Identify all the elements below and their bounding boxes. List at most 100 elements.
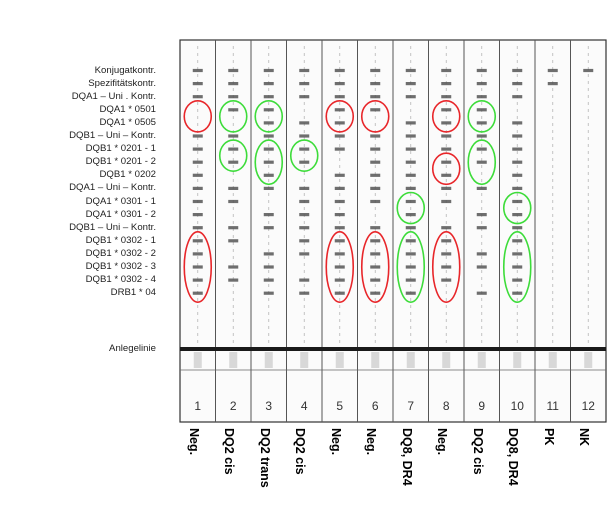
reaction-band (512, 199, 523, 204)
reaction-band (405, 68, 416, 73)
reaction-band (583, 68, 594, 73)
reaction-band (512, 134, 523, 138)
band-label: DQB1 * 0302 - 2 (85, 247, 156, 259)
lane-result-text: DQ8, DR4 (399, 428, 414, 486)
reaction-band (476, 213, 487, 217)
reaction-band (263, 278, 274, 282)
reaction-band (299, 68, 310, 73)
reaction-band (512, 173, 523, 177)
reaction-band (299, 82, 310, 86)
reaction-band (334, 199, 345, 204)
reaction-band (441, 134, 452, 138)
reaction-band (263, 291, 274, 295)
reaction-band (192, 239, 203, 243)
sample-pad (371, 352, 380, 368)
reaction-band (192, 199, 203, 204)
reaction-band (441, 226, 452, 230)
reaction-band (405, 160, 416, 164)
reaction-band (299, 147, 310, 151)
reaction-band (228, 134, 239, 138)
lane-number: 9 (478, 399, 485, 413)
reaction-band (512, 95, 523, 99)
reaction-band (476, 226, 487, 230)
positive-marker-ellipse (218, 99, 248, 133)
reaction-band (476, 68, 487, 73)
band-label: DQB1 * 0201 - 1 (85, 143, 156, 155)
reaction-band (512, 291, 523, 295)
reaction-band (370, 265, 381, 269)
sample-pad (264, 352, 273, 368)
reaction-band (192, 252, 203, 256)
band-label: DQA1 – Uni . Kontr. (71, 90, 156, 102)
reaction-band (370, 108, 381, 112)
reaction-band (512, 226, 523, 230)
reaction-band (405, 186, 416, 190)
reaction-band (441, 265, 452, 269)
reaction-band (441, 278, 452, 282)
lane-number: 7 (407, 399, 414, 413)
positive-marker-ellipse (396, 231, 426, 304)
band-label: DQB1 – Uni – Kontr. (69, 221, 156, 233)
reaction-band (263, 265, 274, 269)
sample-pad (584, 352, 593, 368)
lane-number: 10 (511, 399, 525, 413)
lane-result-text: Neg. (435, 428, 450, 456)
positive-marker-ellipse (502, 231, 532, 304)
reaction-band (299, 186, 310, 190)
lane-result-title: Neg. (364, 428, 400, 512)
reaction-band (334, 147, 345, 151)
reaction-band (405, 121, 416, 125)
reaction-band (228, 265, 239, 269)
positive-marker-ellipse (254, 139, 284, 186)
reaction-band (192, 160, 203, 164)
lane-result-text: DQ8, DR4 (506, 428, 521, 486)
lane-result-title: DQ2 cis (471, 428, 507, 512)
reaction-band (405, 291, 416, 295)
reaction-band (441, 108, 452, 112)
lane-result-title: DQ2 cis (293, 428, 329, 512)
reaction-band (228, 199, 239, 204)
lane-number: 4 (301, 399, 308, 413)
lane-result-text: DQ2 cis (470, 428, 485, 475)
negative-marker-ellipse (360, 99, 390, 133)
positive-marker-ellipse (467, 139, 497, 186)
reaction-band (405, 199, 416, 204)
baseline-label: Anlegelinie (109, 343, 156, 354)
reaction-band (441, 68, 452, 73)
reaction-band (441, 82, 452, 86)
reaction-band (299, 95, 310, 99)
lane-result-title: DQ2 cis (222, 428, 258, 512)
reaction-band (228, 239, 239, 243)
reaction-band (476, 121, 487, 125)
lane-result-text: NK (577, 428, 592, 447)
lane-result-title: DQ8, DR4 (506, 428, 542, 512)
reaction-band (299, 199, 310, 204)
lane-number: 8 (443, 399, 450, 413)
positive-marker-ellipse (467, 99, 497, 133)
reaction-band (441, 160, 452, 164)
reaction-band (228, 226, 239, 230)
negative-marker-ellipse (431, 231, 461, 304)
band-label: DQB1 * 0302 - 4 (85, 274, 156, 286)
lane-number: 3 (265, 399, 272, 413)
reaction-band (405, 147, 416, 151)
reaction-band (299, 160, 310, 164)
reaction-band (512, 121, 523, 125)
sample-pad (513, 352, 522, 368)
lane-number: 5 (336, 399, 343, 413)
lane-number: 6 (372, 399, 379, 413)
reaction-band (192, 68, 203, 73)
reaction-band (299, 252, 310, 256)
reaction-band (263, 108, 274, 112)
band-label: DQA1 * 0501 (99, 103, 156, 115)
positive-marker-ellipse (218, 139, 248, 172)
reaction-band (228, 82, 239, 86)
lane-result-text: Neg. (328, 428, 343, 456)
reaction-band (263, 186, 274, 190)
lane-result-title: NK (577, 428, 613, 512)
reaction-band (228, 278, 239, 282)
reaction-band (334, 186, 345, 190)
reaction-band (476, 186, 487, 190)
band-label: DQA1 * 0301 - 1 (85, 195, 156, 207)
